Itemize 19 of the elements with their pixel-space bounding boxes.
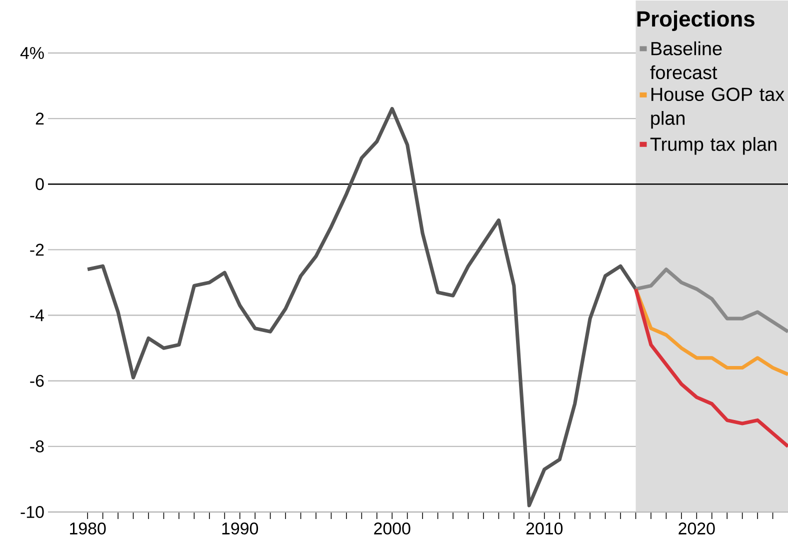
x-tick-label: 2020 — [678, 522, 715, 534]
legend-label: Trump tax plan — [650, 137, 776, 155]
band-label: Projections — [637, 10, 754, 31]
y-tick-label: -4 — [30, 309, 44, 322]
y-tick-label: -2 — [30, 244, 44, 256]
x-tick-label: 1980 — [70, 522, 106, 534]
legend-label: House GOP tax plan — [651, 88, 784, 129]
legend-label: Baseline forecast — [650, 41, 722, 80]
line-series — [86, 106, 638, 508]
y-tick-label: -10 — [20, 506, 44, 518]
line-series — [634, 287, 788, 376]
y-tick-label: 4% — [20, 47, 44, 59]
x-tick-label: 2010 — [526, 522, 563, 534]
y-tick-label: 2 — [36, 112, 44, 124]
x-tick-label: 1990 — [222, 522, 258, 534]
y-tick-label: -6 — [30, 374, 44, 387]
y-tick-label: -8 — [30, 440, 44, 452]
y-tick-label: 0 — [36, 178, 44, 190]
x-tick-label: 2000 — [374, 522, 410, 534]
